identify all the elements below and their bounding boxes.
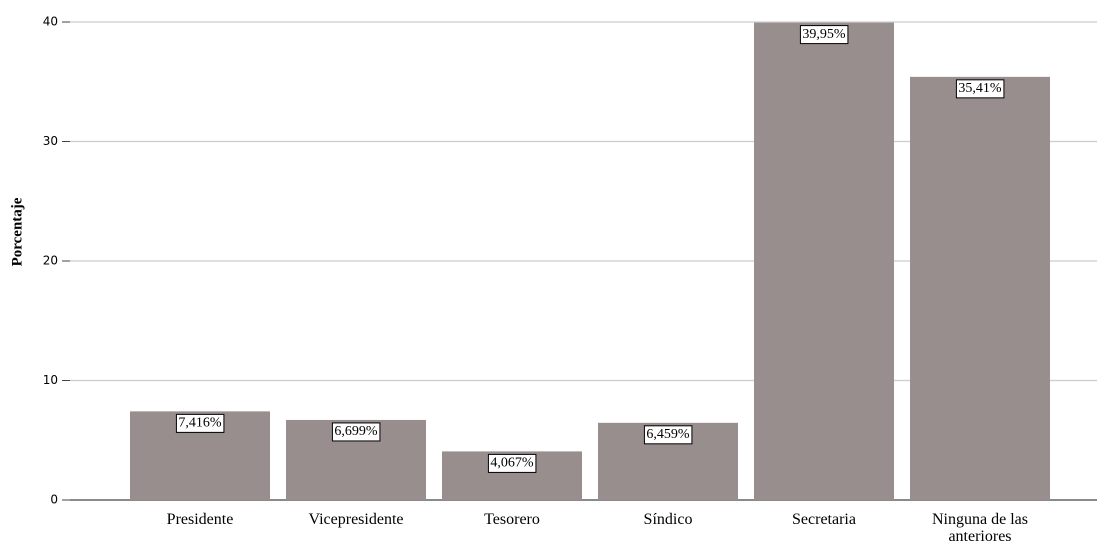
x-tick-label: Secretaria [792,511,856,528]
value-label: 7,416% [178,416,222,431]
y-tick-label: 20 [43,254,58,268]
y-tick-label: 40 [43,15,58,29]
y-tick-label: 10 [43,373,58,387]
x-tick-label: Presidente [166,511,234,528]
value-label: 39,95% [802,27,846,42]
value-label-box [799,25,849,45]
value-label: 4,067% [490,456,534,471]
value-label: 6,699% [334,424,378,439]
y-tick-label: 30 [43,134,58,148]
value-label: 6,459% [646,427,690,442]
bar [910,76,1050,501]
y-axis-label: Porcentaje [9,197,25,266]
x-tick-label: Ninguna de las anteriores [932,511,1028,545]
x-tick-label: Tesorero [484,511,540,528]
bar [754,22,894,500]
x-tick-label: Vicepresidente [308,511,404,528]
x-tick-label: Síndico [643,511,693,528]
value-label-box [955,79,1005,99]
y-tick-label: 0 [50,493,58,507]
value-label-box [643,425,693,445]
value-label-box [487,453,537,473]
value-label-box [331,422,381,442]
value-label-box [175,413,225,433]
value-label: 35,41% [958,81,1002,96]
